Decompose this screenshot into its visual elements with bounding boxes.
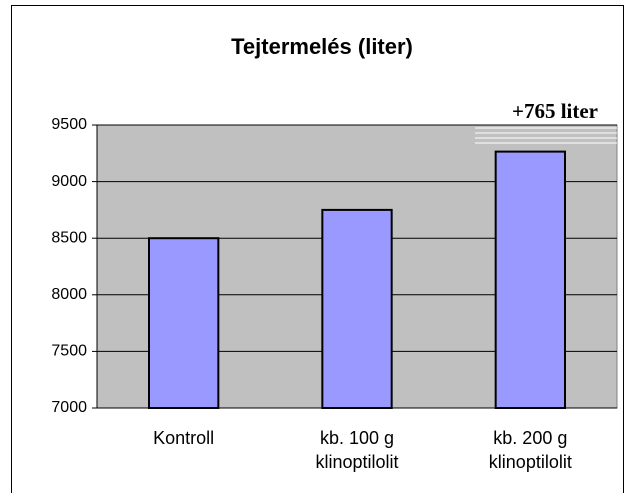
y-tick-label: 8500 — [51, 229, 87, 246]
annotation-lines — [475, 127, 617, 144]
x-tick-label: Kontroll — [153, 428, 215, 448]
x-tick-label: kb. 200 g klinoptilolit — [488, 428, 572, 472]
bar — [321, 208, 393, 409]
annotation: +765 liter — [512, 99, 598, 123]
bar — [148, 237, 220, 409]
y-tick-label: 7500 — [51, 343, 87, 360]
y-tick-label: 8000 — [51, 286, 87, 303]
y-tick-label: 9000 — [51, 173, 87, 190]
y-tick-label: 9500 — [51, 116, 87, 133]
x-tick-label: kb. 100 g klinoptilolit — [315, 428, 399, 472]
chart-title: Tejtermelés (liter) — [231, 34, 413, 59]
marks — [97, 124, 617, 410]
bar — [494, 150, 566, 410]
y-tick-label: 7000 — [51, 399, 87, 416]
